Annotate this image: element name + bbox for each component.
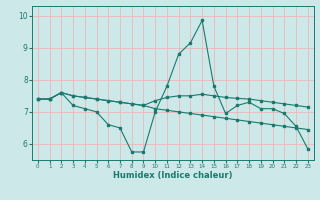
X-axis label: Humidex (Indice chaleur): Humidex (Indice chaleur) xyxy=(113,171,233,180)
